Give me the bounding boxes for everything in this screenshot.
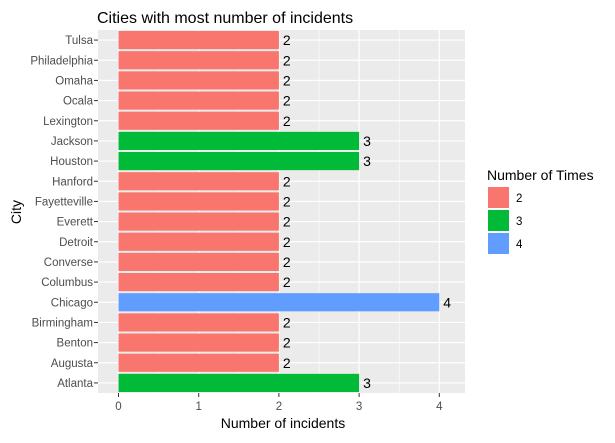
bar-omaha xyxy=(118,71,279,90)
data-label: 2 xyxy=(283,52,291,68)
data-label: 2 xyxy=(283,355,291,371)
legend-label: 4 xyxy=(516,239,523,251)
data-label: 2 xyxy=(283,173,291,189)
legend-label: 3 xyxy=(516,216,522,228)
data-label: 2 xyxy=(283,32,291,48)
chart-title: Cities with most number of incidents xyxy=(97,10,353,27)
data-label: 2 xyxy=(283,274,291,290)
x-tick-label: 3 xyxy=(356,401,362,413)
y-tick-label: Jackson xyxy=(51,136,93,148)
legend-title: Number of Times xyxy=(487,167,594,183)
data-labels: 3 2 2 2 4 2 2 2 2 2 2 3 3 2 2 2 2 2 xyxy=(283,32,451,391)
y-tick-label: Philadelphia xyxy=(30,55,93,67)
y-axis: Atlanta Augusta Benton Birmingham Chicago Col… xyxy=(30,35,98,390)
bar-converse xyxy=(118,252,279,271)
bar-chicago xyxy=(118,293,440,312)
x-tick-label: 2 xyxy=(276,401,282,413)
data-label: 2 xyxy=(283,113,291,129)
bar-jackson xyxy=(118,131,360,150)
y-tick-label: Chicago xyxy=(51,297,93,309)
bar-ocala xyxy=(118,91,279,110)
bar-philadelphia xyxy=(118,51,279,70)
data-label: 2 xyxy=(283,335,291,351)
y-tick-label: Omaha xyxy=(55,75,93,87)
y-tick-label: Atlanta xyxy=(57,378,93,390)
bar-hanford xyxy=(118,172,279,191)
legend-swatch xyxy=(488,187,509,208)
data-label: 3 xyxy=(363,375,371,391)
bar-detroit xyxy=(118,232,279,251)
legend: Number of Times 2 3 4 xyxy=(487,167,594,254)
bars xyxy=(118,31,440,392)
bar-augusta xyxy=(118,353,279,372)
bar-everett xyxy=(118,212,279,231)
bar-fayetteville xyxy=(118,192,279,211)
y-tick-label: Ocala xyxy=(63,96,94,108)
plot-panel xyxy=(98,30,465,393)
y-tick-label: Columbus xyxy=(41,277,93,289)
legend-label: 2 xyxy=(516,193,522,205)
bar-benton xyxy=(118,333,279,352)
y-axis-title: City xyxy=(8,200,24,224)
y-tick-label: Tulsa xyxy=(65,35,93,47)
bar-birmingham xyxy=(118,313,279,332)
y-tick-label: Houston xyxy=(50,156,93,168)
bar-atlanta xyxy=(118,373,360,392)
legend-swatch xyxy=(488,233,509,254)
x-tick-label: 0 xyxy=(115,401,121,413)
bar-houston xyxy=(118,152,360,171)
bar-tulsa xyxy=(118,31,279,50)
panel-background xyxy=(98,30,465,393)
legend-swatch xyxy=(488,210,509,231)
bar-columbus xyxy=(118,273,279,292)
y-tick-label: Birmingham xyxy=(32,317,93,329)
y-tick-label: Detroit xyxy=(59,237,94,249)
y-tick-label: Augusta xyxy=(51,358,94,370)
data-label: 2 xyxy=(283,193,291,209)
x-tick-label: 4 xyxy=(436,401,443,413)
data-label: 3 xyxy=(363,133,371,149)
data-label: 2 xyxy=(283,254,291,270)
y-tick-label: Converse xyxy=(44,257,93,269)
y-tick-label: Benton xyxy=(57,338,93,350)
data-label: 4 xyxy=(443,294,451,310)
bar-lexington xyxy=(118,111,279,130)
x-axis: 0 1 2 3 4 xyxy=(115,393,443,413)
data-label: 2 xyxy=(283,214,291,230)
y-tick-label: Hanford xyxy=(52,176,93,188)
x-tick-label: 1 xyxy=(195,401,201,413)
y-tick-label: Lexington xyxy=(43,116,93,128)
data-label: 2 xyxy=(283,93,291,109)
data-label: 2 xyxy=(283,314,291,330)
y-tick-label: Fayetteville xyxy=(35,196,93,208)
y-tick-label: Everett xyxy=(57,217,94,229)
data-label: 2 xyxy=(283,72,291,88)
data-label: 3 xyxy=(363,153,371,169)
x-axis-title: Number of incidents xyxy=(221,415,346,431)
data-label: 2 xyxy=(283,234,291,250)
